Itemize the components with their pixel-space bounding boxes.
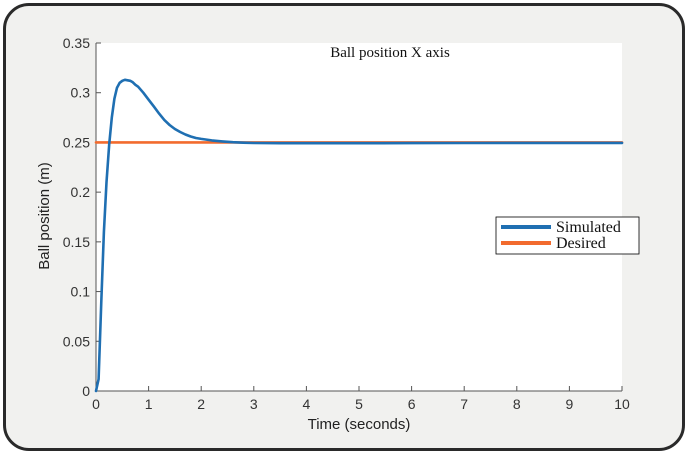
x-tick-label: 2 bbox=[197, 396, 205, 412]
x-axis-label: Time (seconds) bbox=[308, 416, 411, 433]
y-tick-label: 0.05 bbox=[63, 333, 90, 349]
x-tick-label: 5 bbox=[355, 396, 363, 412]
y-tick-label: 0.2 bbox=[71, 184, 91, 200]
tick-labels: 0 1 2 3 4 5 6 7 8 9 10 0 0.05 0.1 0.15 0.2 0.25 0.3 0.35 bbox=[63, 35, 630, 412]
x-tick-label: 7 bbox=[460, 396, 468, 412]
legend-label-simulated: Simulated bbox=[556, 219, 621, 236]
y-tick-label: 0.1 bbox=[71, 284, 91, 300]
legend-box bbox=[495, 216, 640, 255]
y-tick-label: 0.25 bbox=[63, 134, 90, 150]
y-tick-label: 0.15 bbox=[63, 234, 90, 250]
y-tick-label: 0.35 bbox=[63, 35, 90, 51]
legend-label-desired: Desired bbox=[556, 235, 606, 252]
x-tick-label: 4 bbox=[303, 396, 311, 412]
x-tick-label: 0 bbox=[92, 396, 100, 412]
legend: Simulated Desired bbox=[495, 216, 640, 255]
x-tick-label: 1 bbox=[145, 396, 153, 412]
x-tick-label: 3 bbox=[250, 396, 258, 412]
x-tick-label: 8 bbox=[513, 396, 521, 412]
series-lines bbox=[94, 78, 624, 393]
x-tick-label: 10 bbox=[614, 396, 630, 412]
y-tick-label: 0 bbox=[82, 383, 90, 399]
x-tick-label: 9 bbox=[566, 396, 574, 412]
y-tick-label: 0.3 bbox=[71, 85, 91, 101]
series-line-simulated bbox=[94, 78, 624, 393]
x-tick-label: 6 bbox=[408, 396, 416, 412]
chart-title: Ball position X axis bbox=[330, 45, 450, 61]
y-axis-label: Ball position (m) bbox=[36, 162, 53, 270]
